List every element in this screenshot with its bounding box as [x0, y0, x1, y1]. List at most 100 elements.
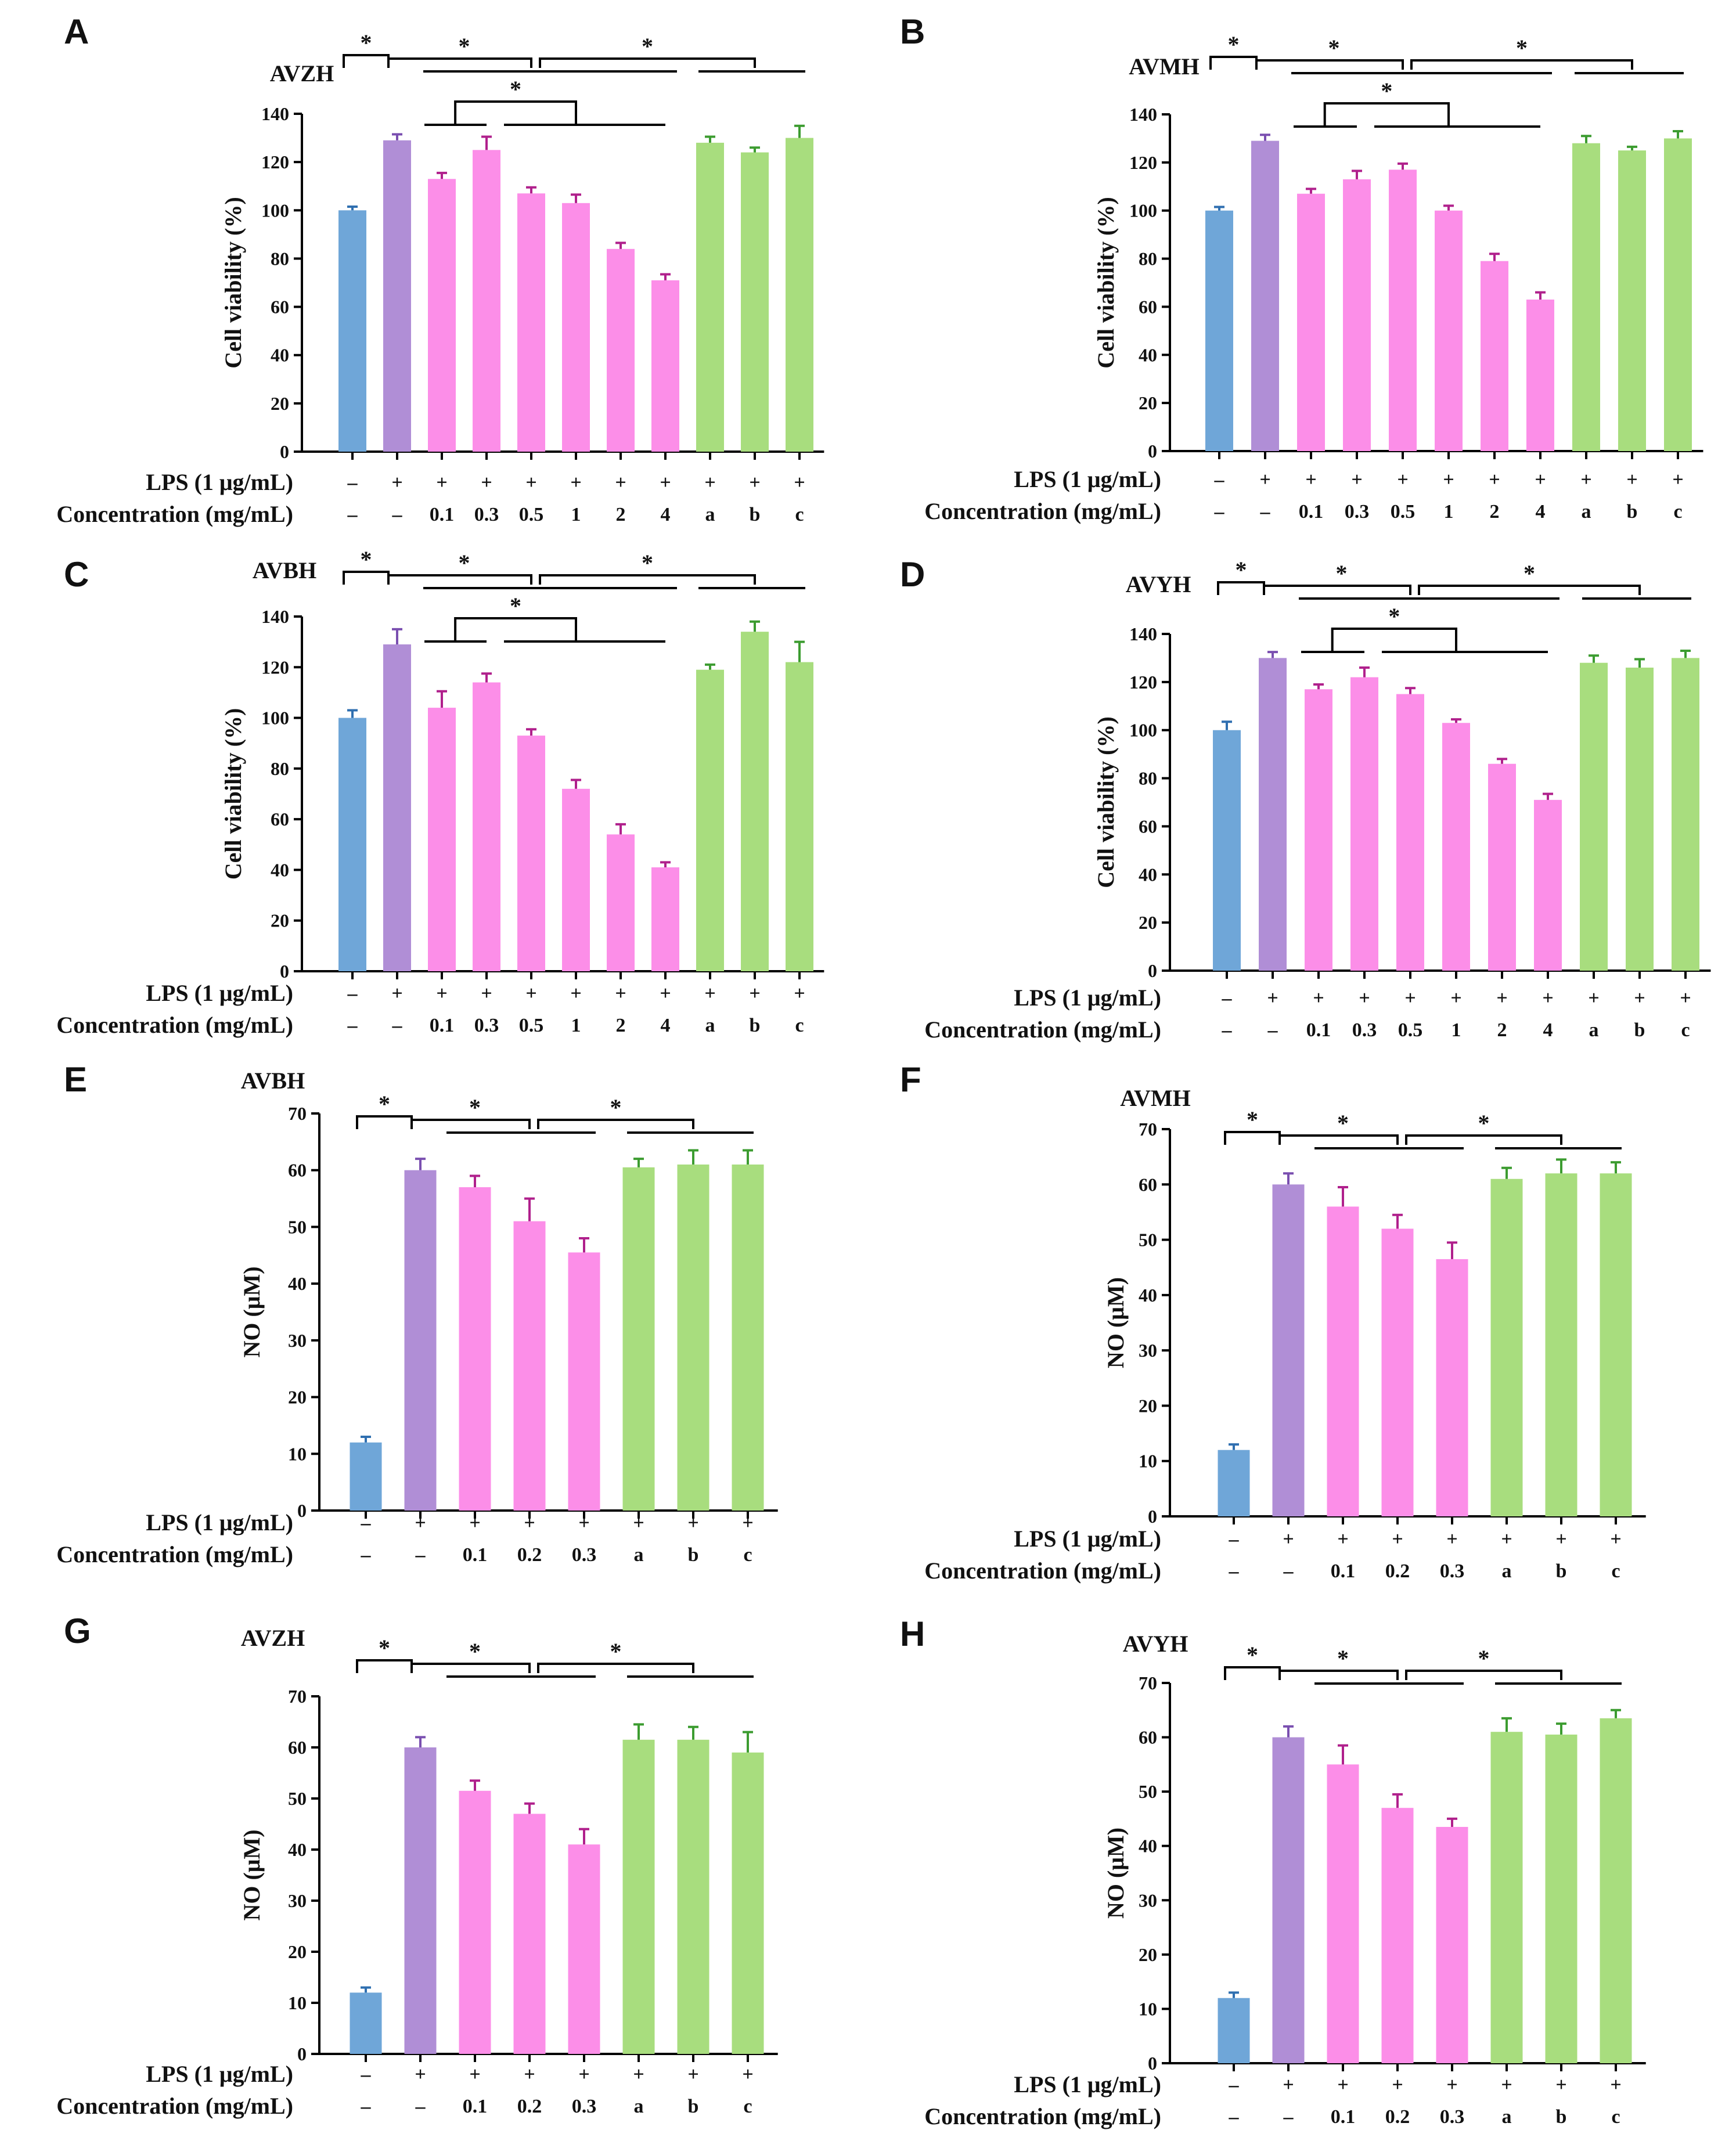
bar-positive — [677, 1739, 709, 2054]
concentration-row-label: Concentration (mg/mL) — [924, 1017, 1161, 1043]
lps-sign: + — [525, 472, 536, 493]
lps-sign: + — [704, 472, 715, 493]
concentration-label: – — [1260, 501, 1271, 522]
panel-title: AVYH — [1126, 571, 1191, 597]
significance-star: * — [379, 1635, 390, 1661]
y-tick-label: 70 — [1139, 1119, 1157, 1140]
lps-sign: + — [794, 472, 805, 493]
lps-sign: + — [415, 2064, 426, 2085]
y-tick-label: 40 — [271, 345, 289, 366]
lps-sign: + — [469, 2064, 480, 2085]
significance-bracket — [1217, 581, 1265, 595]
significance-bracket — [539, 574, 756, 585]
concentration-label: b — [1627, 501, 1638, 522]
y-tick-label: 30 — [1139, 1340, 1157, 1361]
y-tick-label: 0 — [280, 961, 289, 982]
lps-sign: + — [1555, 2074, 1566, 2096]
bar-sample — [513, 1814, 546, 2054]
bar-sample — [562, 203, 590, 452]
significance-bracket — [1418, 585, 1641, 595]
y-tick-label: 140 — [261, 103, 289, 124]
y-tick-label: 60 — [1139, 1727, 1157, 1748]
bar-sample — [1381, 1808, 1414, 2063]
concentration-label: b — [750, 504, 761, 525]
concentration-label: 0.3 — [474, 1015, 499, 1036]
bar-sample — [517, 736, 545, 971]
bar-control — [350, 1442, 382, 1511]
y-tick-label: 140 — [1129, 104, 1157, 125]
y-tick-label: 20 — [1139, 1395, 1157, 1416]
bar-lps — [1272, 1737, 1305, 2063]
concentration-label: a — [1502, 2106, 1512, 2128]
bar-lps — [404, 1170, 437, 1511]
lps-sign: + — [1404, 987, 1416, 1009]
bar-positive — [696, 142, 724, 452]
panel-letter: B — [900, 12, 925, 51]
y-tick-label: 40 — [1139, 864, 1157, 885]
lps-sign: + — [749, 472, 760, 493]
bar-sample — [473, 150, 500, 452]
panel-letter: F — [900, 1060, 921, 1099]
concentration-label: – — [415, 1544, 426, 1566]
bar-control — [1218, 1998, 1250, 2063]
lps-sign: + — [704, 983, 715, 1004]
lps-sign: + — [578, 1512, 589, 1534]
lps-sign: + — [1267, 987, 1278, 1009]
bar-positive — [1672, 658, 1699, 971]
y-tick-label: 30 — [1139, 1890, 1157, 1911]
concentration-label: c — [795, 1015, 804, 1036]
significance-star: * — [1228, 31, 1240, 57]
concentration-label: 0.5 — [519, 1015, 544, 1036]
lps-sign: + — [1501, 2074, 1512, 2096]
bar-positive — [1490, 1178, 1523, 1516]
lps-sign: – — [1229, 2074, 1240, 2096]
lps-sign: + — [1672, 469, 1683, 491]
lps-sign: + — [1610, 2074, 1621, 2096]
bar-positive — [677, 1164, 709, 1511]
bar-sample — [1526, 300, 1554, 451]
lps-sign: + — [1501, 1529, 1512, 1550]
concentration-label: 1 — [1452, 1019, 1461, 1041]
y-tick-label: 100 — [1129, 720, 1157, 741]
y-tick-label: 20 — [271, 393, 289, 414]
concentration-label: – — [415, 2096, 426, 2117]
significance-star: * — [1328, 35, 1340, 61]
significance-star: * — [1247, 1106, 1258, 1133]
panel-title: AVBH — [241, 1068, 305, 1094]
lps-sign: + — [660, 983, 671, 1004]
significance-star: * — [1381, 78, 1392, 104]
concentration-label: – — [347, 504, 358, 525]
lps-sign: – — [347, 983, 358, 1004]
concentration-label: b — [688, 2096, 699, 2117]
concentration-label: b — [1556, 1560, 1567, 1582]
y-tick-label: 50 — [1139, 1781, 1157, 1802]
concentration-row-label: Concentration (mg/mL) — [56, 501, 293, 527]
significance-bracket — [343, 571, 390, 585]
significance-bracket — [343, 54, 390, 68]
bar-sample — [473, 682, 500, 971]
concentration-label: a — [705, 504, 715, 525]
y-tick-label: 60 — [271, 297, 289, 318]
significance-star: * — [469, 1638, 481, 1664]
significance-bracket — [387, 574, 532, 585]
y-tick-label: 10 — [1139, 1998, 1157, 2019]
significance-bracket — [1301, 628, 1457, 653]
significance-bracket — [1224, 1666, 1281, 1680]
y-tick-label: 40 — [1139, 1836, 1157, 1857]
significance-star: * — [1236, 557, 1247, 583]
bar-sample — [1343, 179, 1371, 451]
y-tick-label: 40 — [288, 1273, 307, 1294]
concentration-label: 4 — [661, 504, 671, 525]
bar-sample — [513, 1221, 546, 1511]
y-tick-label: 120 — [261, 657, 289, 677]
lps-sign: + — [1555, 1529, 1566, 1550]
concentration-label: b — [1556, 2106, 1567, 2128]
bar-positive — [1490, 1732, 1523, 2063]
y-tick-label: 80 — [271, 248, 289, 269]
bar-sample — [607, 834, 635, 971]
bar-control — [1213, 730, 1241, 971]
y-tick-label: 50 — [288, 1788, 307, 1809]
significance-star: * — [1388, 603, 1400, 629]
bar-positive — [1545, 1734, 1577, 2063]
concentration-label: – — [361, 2096, 372, 2117]
